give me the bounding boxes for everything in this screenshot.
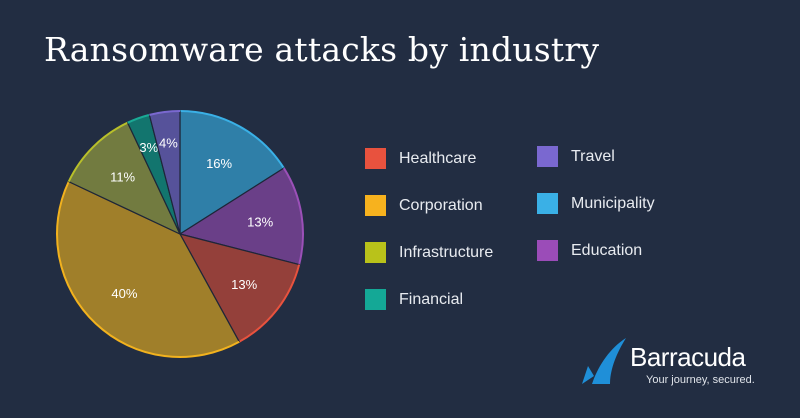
legend-label: Financial bbox=[399, 290, 464, 308]
pie-slice-edge bbox=[67, 121, 129, 183]
slice-value-label: 13% bbox=[247, 214, 273, 229]
legend-item-municipality: Municipality bbox=[537, 193, 655, 214]
legend-label: Travel bbox=[571, 147, 615, 165]
barracuda-logo-icon bbox=[582, 338, 626, 384]
slice-value-label: 16% bbox=[206, 156, 232, 171]
legend-item-infrastructure: Infrastructure bbox=[365, 242, 493, 263]
slice-value-label: 4% bbox=[159, 135, 178, 150]
legend-item-healthcare: Healthcare bbox=[365, 148, 476, 169]
slice-value-label: 11% bbox=[110, 170, 135, 185]
brand-name: Barracuda bbox=[630, 342, 746, 372]
pie-slice-edge bbox=[283, 167, 304, 265]
legend-swatch bbox=[537, 240, 558, 261]
brand-tagline: Your journey, secured. bbox=[646, 374, 755, 386]
legend-label: Corporation bbox=[399, 196, 483, 214]
legend-swatch bbox=[365, 195, 386, 216]
legend-item-corporation: Corporation bbox=[365, 195, 483, 216]
chart-title: Ransomware attacks by industry bbox=[44, 30, 600, 69]
legend-label: Infrastructure bbox=[399, 243, 494, 261]
legend-swatch bbox=[537, 146, 558, 167]
pie-slice-edge bbox=[56, 181, 240, 358]
legend-item-financial: Financial bbox=[365, 289, 463, 310]
pie-slice-edge bbox=[179, 110, 285, 169]
legend-label: Municipality bbox=[571, 194, 655, 212]
legend-swatch bbox=[365, 289, 386, 310]
legend-item-travel: Travel bbox=[537, 146, 615, 167]
legend-swatch bbox=[537, 193, 558, 214]
legend-item-education: Education bbox=[537, 240, 642, 261]
legend-swatch bbox=[365, 148, 386, 169]
legend-label: Education bbox=[571, 241, 643, 259]
legend-label: Healthcare bbox=[399, 149, 477, 167]
pie-slice-edge bbox=[149, 110, 181, 116]
slice-value-label: 40% bbox=[111, 286, 137, 301]
pie-slice-edge bbox=[238, 264, 301, 343]
slice-value-label: 3% bbox=[139, 140, 158, 155]
slice-value-label: 13% bbox=[231, 277, 257, 292]
legend-swatch bbox=[365, 242, 386, 263]
